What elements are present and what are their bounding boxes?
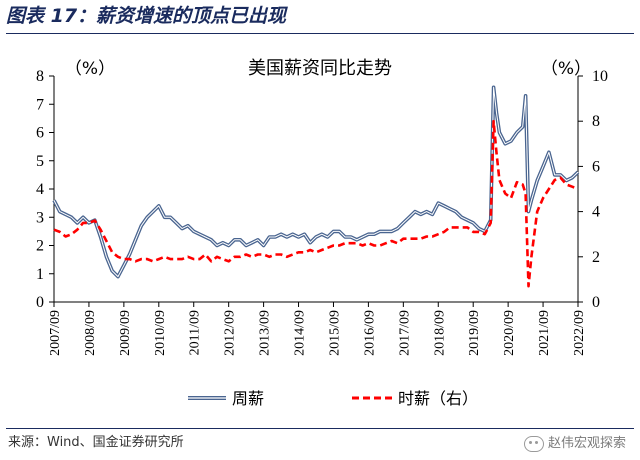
x-tick-label: 2010/09 xyxy=(153,310,168,356)
x-tick-label: 2022/09 xyxy=(572,310,587,356)
left-tick-label: 1 xyxy=(36,266,44,283)
x-tick-label: 2014/09 xyxy=(293,310,308,356)
x-tick-label: 2007/09 xyxy=(48,310,63,356)
series-line-hourly xyxy=(53,119,579,288)
x-tick-label: 2015/09 xyxy=(327,310,342,356)
x-tick-label: 2018/09 xyxy=(432,310,447,356)
x-tick-label: 2013/09 xyxy=(258,310,273,356)
legend-label-hourly: 时薪（右） xyxy=(398,389,478,408)
left-tick-label: 5 xyxy=(36,153,44,170)
left-tick-label: 6 xyxy=(36,125,44,142)
x-tick-label: 2016/09 xyxy=(362,310,377,356)
x-tick-label: 2021/09 xyxy=(537,310,552,356)
right-axis-unit: （%） xyxy=(541,59,591,79)
right-tick-label: 2 xyxy=(592,249,600,266)
left-tick-label: 3 xyxy=(36,209,44,226)
wechat-icon xyxy=(523,436,544,452)
left-tick-label: 2 xyxy=(36,238,44,255)
right-tick-label: 0 xyxy=(592,294,600,311)
watermark: 赵伟宏观探索 xyxy=(523,433,626,455)
right-tick-label: 8 xyxy=(592,113,600,130)
legend-label-weekly: 周薪 xyxy=(232,389,264,408)
salary-yoy-chart: 美国薪资同比走势 （%） （%） 0 1 2 3 4 5 6 7 8 0 2 4 6 8 10 2007/09… xyxy=(36,58,608,408)
left-axis-unit: （%） xyxy=(65,59,115,79)
title-rule xyxy=(6,33,634,34)
axes: 0 1 2 3 4 5 6 7 8 0 2 4 6 8 10 2007/09 2008/09 2009/09 201… xyxy=(36,68,608,356)
x-tick-label: 2017/09 xyxy=(397,310,412,356)
left-tick-label: 0 xyxy=(36,294,44,311)
right-tick-label: 4 xyxy=(592,204,600,221)
x-tick-label: 2019/09 xyxy=(467,310,482,356)
source-note: 来源：Wind、国金证券研究所 xyxy=(8,435,184,450)
x-tick-label: 2008/09 xyxy=(83,310,98,356)
x-tick-label: 2009/09 xyxy=(118,310,133,356)
watermark-text: 赵伟宏观探索 xyxy=(547,436,626,451)
left-tick-label: 7 xyxy=(36,96,44,113)
chart-title: 美国薪资同比走势 xyxy=(248,58,392,79)
left-tick-label: 8 xyxy=(36,68,44,85)
left-tick-label: 4 xyxy=(36,181,44,198)
series-line-weekly-core xyxy=(53,86,579,278)
right-tick-label: 6 xyxy=(592,158,600,175)
x-tick-label: 2020/09 xyxy=(502,310,517,356)
x-tick-label: 2011/09 xyxy=(188,310,203,355)
source-rule xyxy=(6,428,634,429)
x-tick-label: 2012/09 xyxy=(223,310,238,356)
series-layer xyxy=(52,85,580,288)
figure-title: 图表 17：薪资增速的顶点已出现 xyxy=(6,5,287,27)
right-tick-label: 10 xyxy=(592,68,608,85)
legend: 周薪 时薪（右） xyxy=(188,389,478,408)
